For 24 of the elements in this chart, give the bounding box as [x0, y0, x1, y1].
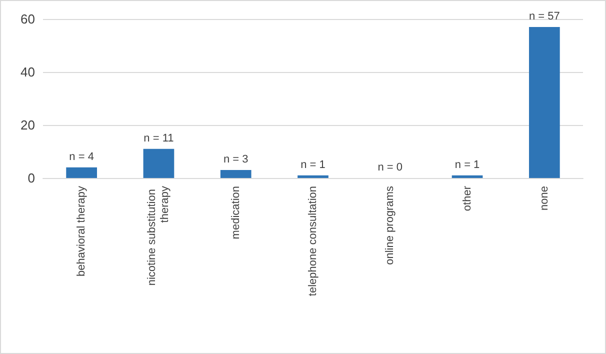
x-tick-label: nicotine substitution therapy — [146, 186, 172, 286]
data-label: n = 1 — [300, 158, 326, 171]
bar — [529, 26, 560, 178]
y-tick-label: 40 — [20, 64, 35, 80]
data-label: n = 1 — [454, 158, 480, 171]
y-tick-label: 20 — [20, 118, 35, 132]
bar — [66, 167, 97, 178]
bar — [298, 175, 328, 178]
x-tick-label: online programs — [384, 186, 396, 265]
y-tick-label: 60 — [20, 12, 35, 26]
x-tick-label: other — [461, 186, 474, 212]
data-label: n = 4 — [69, 150, 94, 163]
bar — [452, 175, 483, 178]
x-tick-label: telephone consultation — [307, 186, 319, 296]
data-label: n = 57 — [528, 10, 560, 22]
y-tick-label: 0 — [28, 170, 35, 186]
data-label: n = 3 — [223, 154, 248, 166]
data-label: n = 0 — [378, 162, 403, 174]
x-tick-label: behavioral therapy — [76, 186, 88, 277]
data-label: n = 11 — [144, 132, 174, 144]
bar — [143, 148, 174, 178]
x-tick-label: none — [538, 186, 550, 210]
x-tick-label: medication — [230, 186, 242, 240]
bar — [220, 170, 252, 178]
